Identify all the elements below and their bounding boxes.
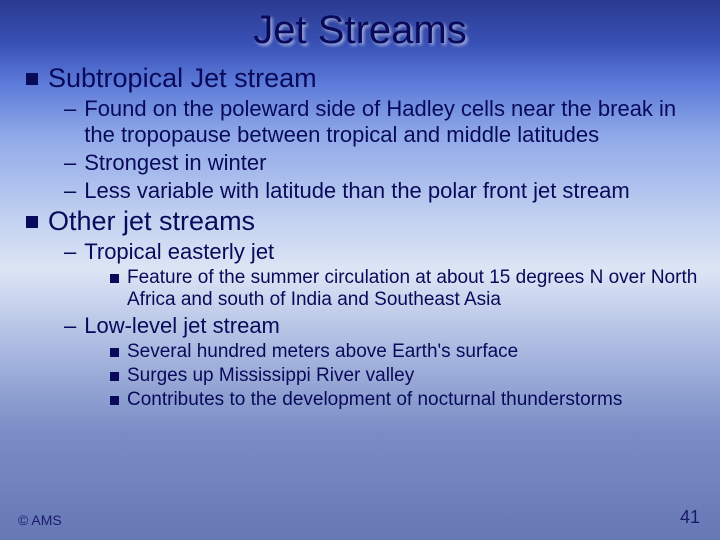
sub-bullet-item: Surges up Mississippi River valley [110,365,700,387]
sub-bullet-item: Feature of the summer circulation at abo… [110,267,700,311]
sub-bullet-text: Several hundred meters above Earth's sur… [127,341,518,363]
subsection-low-level: – Low-level jet stream [64,313,700,339]
sub-bullet-text: Feature of the summer circulation at abo… [127,267,700,311]
section-other: Other jet streams [26,206,700,237]
dash-bullet-icon: – [64,239,76,265]
sub-bullet-item: Contributes to the development of noctur… [110,389,700,411]
dash-bullet-icon: – [64,178,76,204]
square-bullet-icon [110,372,119,381]
section-heading: Other jet streams [48,206,255,237]
bullet-text: Found on the poleward side of Hadley cel… [84,96,700,148]
copyright-label: © AMS [18,512,62,528]
dash-bullet-icon: – [64,96,76,122]
square-bullet-icon [26,73,38,85]
square-bullet-icon [110,348,119,357]
section-heading: Subtropical Jet stream [48,63,317,94]
sub-bullet-item: Several hundred meters above Earth's sur… [110,341,700,363]
bullet-text: Less variable with latitude than the pol… [84,178,629,204]
sub-bullet-text: Contributes to the development of noctur… [127,389,622,411]
square-bullet-icon [110,274,119,283]
bullet-text: Strongest in winter [84,150,266,176]
page-number: 41 [680,507,700,528]
subsection-heading: Tropical easterly jet [84,239,274,265]
subsection-tropical-easterly: – Tropical easterly jet [64,239,700,265]
dash-bullet-icon: – [64,150,76,176]
square-bullet-icon [26,216,38,228]
square-bullet-icon [110,396,119,405]
sub-bullet-text: Surges up Mississippi River valley [127,365,414,387]
subsection-heading: Low-level jet stream [84,313,280,339]
dash-bullet-icon: – [64,313,76,339]
bullet-item: – Less variable with latitude than the p… [64,178,700,204]
slide-container: Jet Streams Subtropical Jet stream – Fou… [0,0,720,540]
bullet-item: – Strongest in winter [64,150,700,176]
section-subtropical: Subtropical Jet stream [26,63,700,94]
bullet-item: – Found on the poleward side of Hadley c… [64,96,700,148]
slide-title: Jet Streams [20,8,700,53]
